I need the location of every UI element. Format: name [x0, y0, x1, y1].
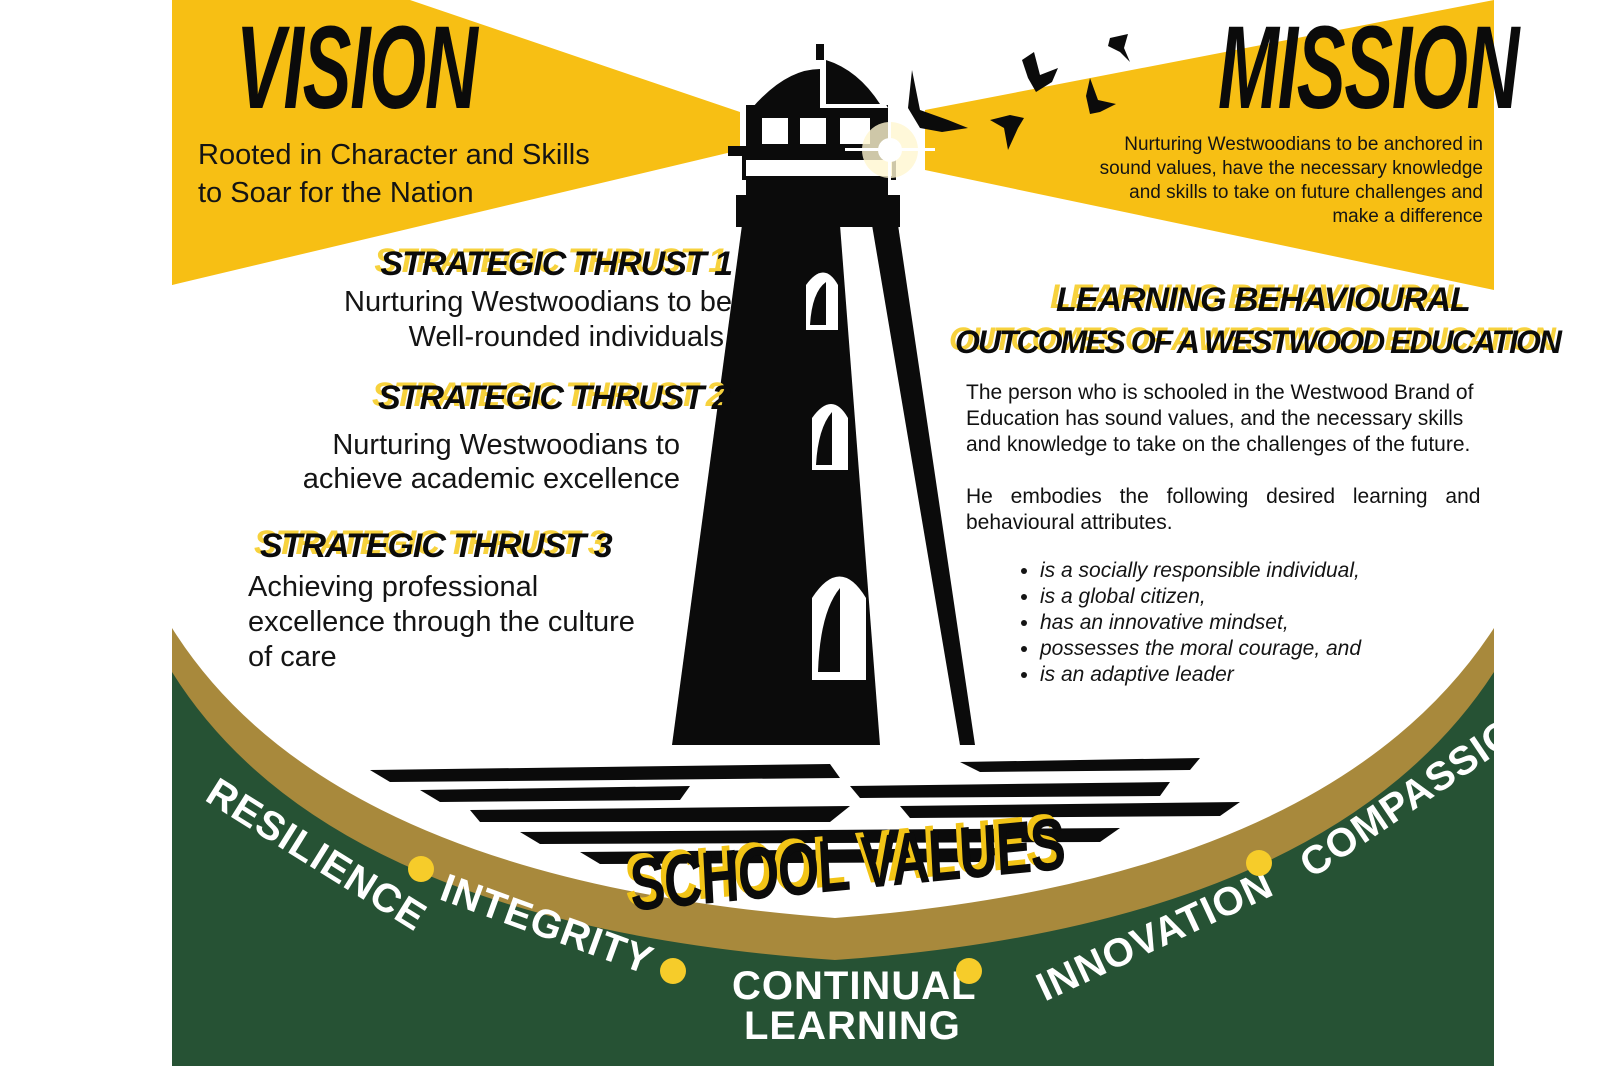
outcomes-heading-line1: LEARNING BEHAVIOURAL: [1056, 281, 1471, 319]
outcomes-para2-line1: He embodies the following desired learni…: [966, 485, 1481, 508]
thrust-2-heading: STRATEGIC THRUST 2: [378, 379, 731, 417]
value-continual: CONTINUAL: [732, 964, 977, 1008]
value-dot-3: [956, 958, 982, 984]
value-dot-1: [408, 856, 434, 882]
lighthouse-icon: [672, 44, 975, 745]
thrust-3-heading: STRATEGIC THRUST 3: [260, 527, 613, 565]
thrust-1-heading: STRATEGIC THRUST 1: [380, 245, 733, 283]
outcomes-para1-line3: and knowledge to take on the challenges …: [966, 433, 1471, 456]
thrust-3-line2: excellence through the culture: [248, 606, 635, 638]
mission-beam: [925, 0, 1494, 290]
thrust-1-line2: Well-rounded individuals: [408, 321, 724, 353]
vision-beam-main: [172, 0, 740, 285]
mission-line-4: make a difference: [1332, 206, 1483, 227]
vision-text-line1: Rooted in Character and Skills: [198, 139, 590, 171]
mission-line-2: sound values, have the necessary knowled…: [1099, 158, 1483, 179]
value-dot-2: [660, 958, 686, 984]
mission-line-1: Nurturing Westwoodians to be anchored in: [1124, 134, 1483, 155]
outcomes-para1-line2: Education has sound values, and the nece…: [966, 407, 1464, 430]
value-dot-4: [1246, 850, 1272, 876]
value-learning: LEARNING: [744, 1004, 961, 1048]
thrust-3-line1: Achieving professional: [248, 571, 539, 603]
list-item: possesses the moral courage, and: [1040, 636, 1361, 662]
vision-text-line2: to Soar for the Nation: [198, 177, 474, 209]
outcomes-para2-line2: behavioural attributes.: [966, 511, 1173, 534]
list-item: is an adaptive leader: [1040, 662, 1361, 688]
bird-icon: [908, 34, 1130, 150]
thrust-1-line1: Nurturing Westwoodians to be: [344, 286, 732, 318]
thrust-3-line3: of care: [248, 641, 337, 673]
thrust-2-line2: achieve academic excellence: [302, 463, 680, 495]
attributes-list: is a socially responsible individual, is…: [1018, 558, 1361, 688]
outcomes-heading-line2: OUTCOMES OF A WESTWOOD EDUCATION: [955, 324, 1562, 360]
vision-heading: VISION: [236, 2, 478, 134]
light-flare-icon: [845, 105, 935, 195]
list-item: is a global citizen,: [1040, 584, 1361, 610]
green-ground: [172, 672, 1494, 1066]
thrust-2-line1: Nurturing Westwoodians to: [332, 429, 680, 461]
water-stripes: [370, 758, 1240, 864]
list-item: is a socially responsible individual,: [1040, 558, 1361, 584]
outcomes-para1-line1: The person who is schooled in the Westwo…: [966, 381, 1474, 404]
mission-heading: MISSION: [1218, 2, 1519, 134]
mission-line-3: and skills to take on future challenges …: [1129, 182, 1483, 203]
list-item: has an innovative mindset,: [1040, 610, 1361, 636]
